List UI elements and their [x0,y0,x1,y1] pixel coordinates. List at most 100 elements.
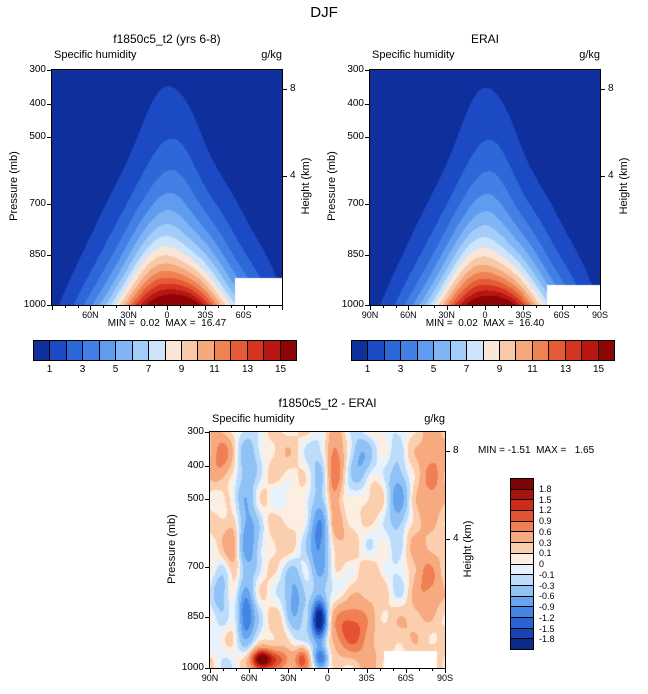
height-tick-label: 4 [608,170,614,182]
panel-obs-minmax: MIN = 0.02 MAX = 16.40 [425,318,545,329]
colorbar-cell [511,499,533,511]
x-tick [523,305,525,310]
panel-obs-units-label: g/kg [579,49,600,61]
colorbar-cell [511,574,533,585]
colorbar-cell [164,341,181,360]
pressure-tick [205,432,210,433]
pressure-tick-label: 850 [187,611,204,623]
colorbar-tick-label: -0.1 [539,569,555,580]
x-tick [128,305,130,310]
x-minor-tick [256,305,258,308]
pressure-tick [365,305,370,306]
colorbar-cell [511,531,533,543]
x-tick [445,668,446,673]
height-tick [600,88,605,90]
x-minor-tick [340,668,342,671]
colorbar-cell [115,341,132,360]
colorbar-cell [416,341,434,360]
x-minor-tick [382,305,384,308]
x-tick-label: 60N [82,310,99,320]
colorbar-cell [511,520,533,532]
pressure-tick-label: 500 [29,131,46,143]
pressure-tick [47,137,52,139]
colorbar-cell [400,341,417,360]
pressure-tick [205,499,210,501]
colorbar-tick-label: 3 [79,364,86,375]
pressure-tick-label: 700 [347,198,364,210]
height-tick [600,176,605,178]
height-tick [445,538,450,540]
panel-diff-title: f1850c5_t2 - ERAI [278,396,377,410]
pressure-tick-label: 700 [187,560,204,572]
colorbar-cell [197,341,214,360]
x-tick-label: 60S [235,310,252,320]
colorbar-tick-label: -0.6 [539,591,555,602]
panel-obs-pressure-axis-title: Pressure (mb) [326,151,338,221]
x-tick [210,668,211,673]
colorbar-cell [597,341,614,360]
x-tick [561,305,563,310]
colorbar-cell [49,341,66,360]
x-tick [366,668,368,673]
x-tick [370,305,371,310]
x-minor-tick [395,305,397,308]
colorbar-tick-label: -0.9 [539,602,555,612]
colorbar-cell [511,616,533,628]
colorbar-tick-label: 5 [430,364,437,375]
x-tick-label: 30S [358,673,375,683]
colorbar-tick-label: 1 [364,364,371,375]
pressure-tick [365,103,370,105]
x-tick [167,305,168,310]
pressure-tick-label: 300 [347,64,364,75]
x-minor-tick [392,668,394,671]
pressure-tick [47,70,52,71]
x-tick [446,305,448,310]
x-tick-label: 30S [197,310,214,320]
colorbar-cell [131,341,149,360]
x-tick [600,305,601,310]
x-minor-tick [497,305,499,308]
colorbar-cell [548,341,565,360]
x-minor-tick [103,305,105,308]
x-tick-label: 90N [361,310,379,320]
pressure-tick [205,668,210,669]
colorbar-tick-label: 7 [145,364,152,375]
panel-model-height-axis-title: Height (km) [300,157,312,215]
height-tick-label: 8 [608,82,614,94]
x-minor-tick [421,305,423,308]
panel-model-units-label: g/kg [261,49,282,61]
x-minor-tick [353,668,355,671]
x-minor-tick [536,305,538,308]
panel-model-minmax: MIN = 0.02 MAX = 16.47 [107,318,227,329]
x-minor-tick [574,305,576,308]
x-tick [282,305,283,310]
colorbar-cell [531,341,549,360]
x-minor-tick [115,305,117,308]
colorbar-tick-label: 1.5 [539,494,552,505]
colorbar-tick-label: 3 [397,364,404,375]
x-tick-label: 90N [201,673,219,683]
colorbar-cell [515,341,532,360]
pressure-tick [47,305,52,306]
colorbar-tick-label: 1.2 [539,505,552,516]
colorbar-cell [82,341,99,360]
colorbar-tick-label: 0.1 [539,548,552,559]
pressure-tick [365,204,370,206]
x-tick-label: 0 [324,673,330,683]
colorbar-tick-label: 0.9 [539,516,552,526]
colorbar-cell [511,488,533,500]
colorbar-tick-label: 9 [496,364,503,375]
height-tick-label: 8 [290,82,296,94]
colorbar-cell [180,341,198,360]
panel-diff-contour-field [209,431,446,669]
pressure-tick-label: 500 [347,131,364,143]
panel-obs-colorbar [351,340,615,361]
x-tick [249,668,251,673]
x-minor-tick [262,668,264,671]
x-minor-tick [64,305,66,308]
x-tick [52,305,53,310]
panel-diff-pressure-axis-title: Pressure (mb) [166,514,178,584]
colorbar-tick-label: -1.8 [539,634,555,645]
figure-title: DJF [310,4,338,21]
colorbar-cell [498,341,516,360]
